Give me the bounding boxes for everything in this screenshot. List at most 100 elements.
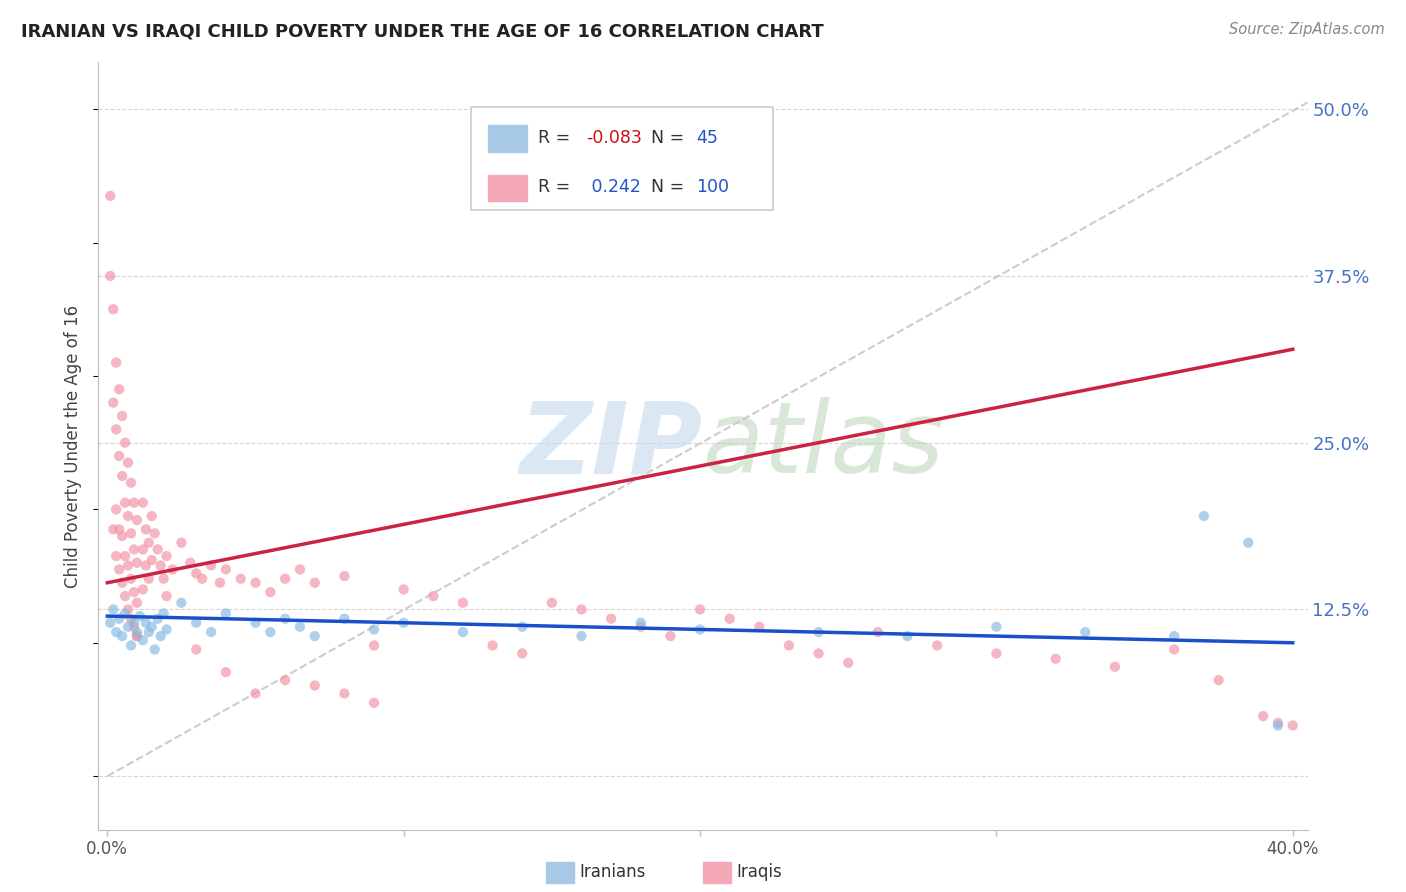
Point [125, 629, 148, 643]
Text: N =: N = [651, 178, 690, 196]
Point [689, 602, 711, 616]
Point [659, 629, 682, 643]
Point [125, 513, 148, 527]
Point [200, 625, 222, 640]
Point [135, 558, 157, 573]
Point [122, 615, 145, 630]
Point [333, 686, 356, 700]
Point [138, 625, 160, 640]
Point [132, 582, 155, 597]
Point [245, 615, 267, 630]
Point [114, 435, 136, 450]
Point [304, 575, 326, 590]
Point [186, 566, 208, 581]
Point [135, 522, 157, 536]
Point [108, 522, 131, 536]
Point [274, 673, 297, 687]
Text: Iranians: Iranians [579, 863, 645, 881]
Point [120, 526, 142, 541]
Point [105, 549, 128, 563]
Point [105, 422, 128, 436]
Point [1267, 715, 1289, 730]
Point [122, 620, 145, 634]
Point [141, 620, 163, 634]
Point [186, 615, 208, 630]
Point [152, 607, 174, 621]
Point [111, 469, 134, 483]
Point [108, 562, 131, 576]
Point [986, 647, 1008, 661]
Point [288, 620, 311, 634]
Point [98, 189, 121, 203]
Point [259, 585, 281, 599]
Point [1074, 625, 1097, 640]
Point [422, 589, 444, 603]
Point [143, 526, 166, 541]
Point [689, 623, 711, 637]
Point [1192, 509, 1215, 524]
Point [111, 529, 134, 543]
Text: ZIP: ZIP [520, 398, 703, 494]
Point [986, 620, 1008, 634]
Point [392, 615, 415, 630]
Point [120, 612, 142, 626]
Point [111, 575, 134, 590]
Point [111, 409, 134, 423]
Point [778, 639, 800, 653]
Point [600, 612, 623, 626]
Point [120, 572, 142, 586]
Text: atlas: atlas [703, 398, 945, 494]
Point [98, 615, 121, 630]
Point [108, 382, 131, 396]
Text: N =: N = [651, 128, 690, 147]
Point [105, 356, 128, 370]
Point [103, 522, 125, 536]
Point [103, 602, 125, 616]
Point [155, 623, 177, 637]
Text: 0.242: 0.242 [586, 178, 641, 196]
Point [120, 475, 142, 490]
Point [103, 395, 125, 409]
Point [259, 625, 281, 640]
Text: R =: R = [538, 178, 576, 196]
Point [451, 625, 474, 640]
Point [333, 569, 356, 583]
Point [748, 620, 770, 634]
Point [117, 456, 139, 470]
Point [333, 612, 356, 626]
Point [807, 647, 830, 661]
Point [215, 607, 238, 621]
Point [1237, 535, 1260, 549]
Point [807, 625, 830, 640]
Point [215, 562, 238, 576]
Point [149, 629, 172, 643]
Point [363, 696, 385, 710]
Point [155, 549, 177, 563]
Point [103, 302, 125, 317]
Point [200, 558, 222, 573]
Point [288, 562, 311, 576]
Point [132, 496, 155, 510]
Point [105, 625, 128, 640]
Point [481, 639, 503, 653]
Point [146, 542, 169, 557]
Point [125, 629, 148, 643]
Point [571, 602, 593, 616]
Point [125, 596, 148, 610]
Point [146, 612, 169, 626]
Point [141, 553, 163, 567]
Point [132, 633, 155, 648]
Point [122, 542, 145, 557]
Point [510, 647, 533, 661]
Point [208, 575, 231, 590]
Point [1281, 718, 1303, 732]
Point [1267, 718, 1289, 732]
Point [304, 678, 326, 692]
Text: Source: ZipAtlas.com: Source: ZipAtlas.com [1229, 22, 1385, 37]
Point [215, 665, 238, 680]
Point [125, 625, 148, 640]
Point [1163, 629, 1185, 643]
Point [1045, 652, 1067, 666]
Y-axis label: Child Poverty Under the Age of 16: Child Poverty Under the Age of 16 [65, 304, 83, 588]
Point [155, 589, 177, 603]
